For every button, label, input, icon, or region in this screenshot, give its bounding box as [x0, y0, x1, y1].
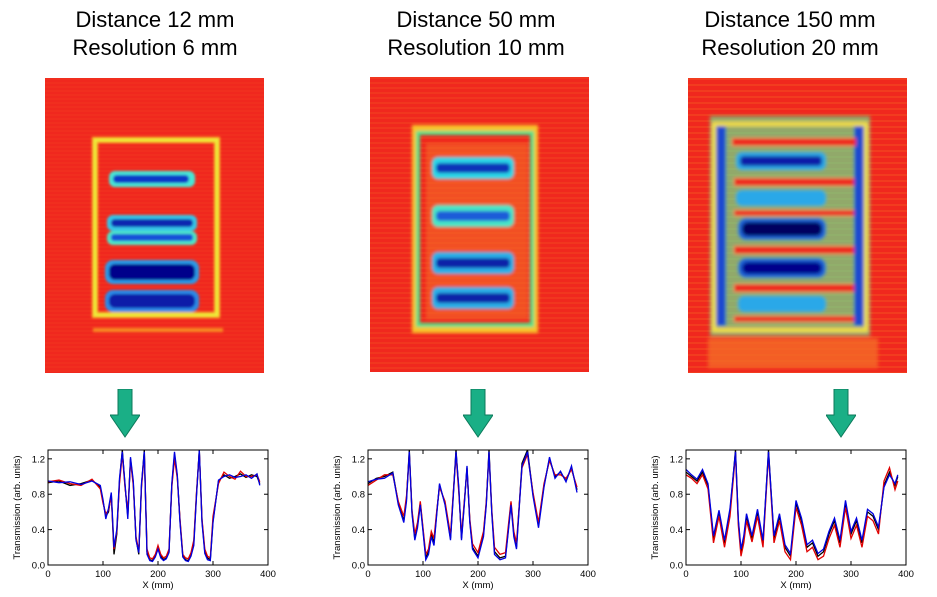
x-tick-label: 200 — [470, 569, 486, 580]
panel-3-title: Distance 150 mm Resolution 20 mm — [670, 6, 910, 62]
y-tick-label: 1.2 — [352, 454, 365, 465]
transmission-chart-3: 0 100 200 300 400 0.0 0.4 0.8 1.2 X (mm) Transmiss… — [640, 438, 930, 594]
series-line-3 — [48, 450, 261, 563]
series-line-3 — [686, 451, 899, 556]
y-tick-label: 0.4 — [32, 525, 45, 536]
x-axis-label: X (mm) — [142, 580, 173, 591]
series-line-2 — [368, 451, 578, 557]
y-tick-label: 0.4 — [670, 525, 683, 536]
x-tick-label: 100 — [95, 569, 111, 580]
series-line-3 — [368, 451, 578, 562]
panel-2-title: Distance 50 mm Resolution 10 mm — [356, 6, 596, 62]
panel-1-title-line1: Distance 12 mm — [75, 7, 235, 32]
series-line-1 — [48, 450, 261, 562]
transmission-chart-2: 0 100 200 300 400 0.0 0.4 0.8 1.2 X (mm) Transmiss… — [322, 438, 612, 594]
down-arrow-icon-3 — [825, 388, 857, 439]
y-tick-label: 0.8 — [670, 490, 683, 501]
y-axis-label: Transmission (arb. units) — [650, 455, 661, 559]
y-tick-label: 1.2 — [670, 454, 683, 465]
panel-3-title-line2: Resolution 20 mm — [701, 35, 879, 60]
panel-2-title-line2: Resolution 10 mm — [387, 35, 565, 60]
y-axis-label: Transmission (arb. units) — [12, 455, 23, 559]
x-tick-label: 100 — [733, 569, 749, 580]
x-tick-label: 100 — [415, 569, 431, 580]
y-tick-label: 0.4 — [352, 525, 365, 536]
y-tick-label: 0.8 — [32, 490, 45, 501]
y-tick-label: 0.8 — [352, 490, 365, 501]
heatmap-image-2 — [370, 77, 589, 372]
y-tick-label: 0.0 — [670, 561, 683, 572]
down-arrow-icon-1 — [109, 388, 141, 439]
x-axis-label: X (mm) — [780, 580, 811, 591]
x-tick-label: 0 — [365, 569, 370, 580]
down-arrow-icon-2 — [462, 388, 494, 439]
heatmap-image-1 — [45, 78, 264, 373]
transmission-chart-1: 0 100 200 300 400 0.0 0.4 0.8 1.2 X (mm) Transmiss… — [2, 438, 292, 594]
heatmap-image-3 — [688, 78, 907, 373]
x-tick-label: 200 — [150, 569, 166, 580]
chart-svg-3: 0 100 200 300 400 0.0 0.4 0.8 1.2 X (mm) Transmiss… — [650, 449, 914, 591]
series-line-2 — [48, 451, 261, 560]
x-tick-label: 300 — [525, 569, 541, 580]
x-tick-label: 400 — [260, 569, 276, 580]
y-tick-label: 1.2 — [32, 454, 45, 465]
y-tick-label: 0.0 — [352, 561, 365, 572]
x-tick-label: 0 — [683, 569, 688, 580]
chart-svg-2: 0 100 200 300 400 0.0 0.4 0.8 1.2 X (mm) Transmiss… — [332, 449, 596, 591]
series-line-2 — [686, 454, 899, 562]
x-tick-label: 300 — [205, 569, 221, 580]
x-tick-label: 300 — [843, 569, 859, 580]
panel-3-title-line1: Distance 150 mm — [704, 7, 876, 32]
panel-1-title: Distance 12 mm Resolution 6 mm — [35, 6, 275, 62]
x-tick-label: 200 — [788, 569, 804, 580]
y-tick-label: 0.0 — [32, 561, 45, 572]
panel-1-title-line2: Resolution 6 mm — [72, 35, 238, 60]
x-axis-label: X (mm) — [462, 580, 493, 591]
panel-2-title-line1: Distance 50 mm — [396, 7, 556, 32]
y-axis-label: Transmission (arb. units) — [332, 455, 343, 559]
chart-svg-1: 0 100 200 300 400 0.0 0.4 0.8 1.2 X (mm) Transmiss… — [12, 449, 276, 591]
x-tick-label: 400 — [898, 569, 914, 580]
x-tick-label: 400 — [580, 569, 596, 580]
x-tick-label: 0 — [45, 569, 50, 580]
